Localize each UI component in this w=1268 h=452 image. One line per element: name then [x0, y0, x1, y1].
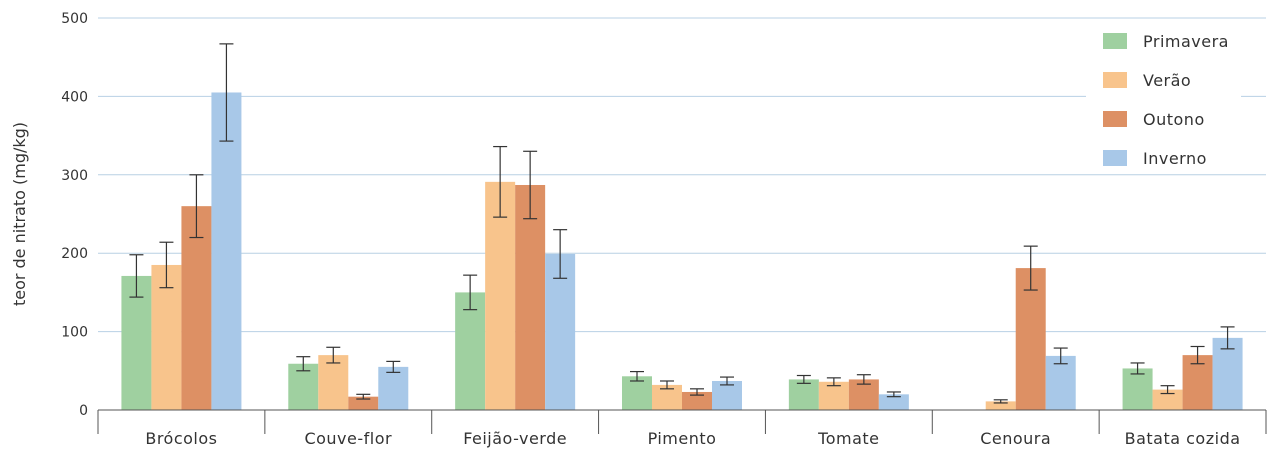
legend: Primavera Verão Outono Inverno	[1086, 24, 1241, 174]
y-tick-label: 400	[61, 89, 88, 105]
error-bar	[463, 274, 478, 311]
bar	[622, 376, 652, 410]
y-tick-label: 100	[61, 325, 88, 341]
bars	[121, 43, 1243, 410]
y-tick-label: 0	[79, 403, 88, 419]
legend-label: Outono	[1143, 110, 1205, 129]
bar	[788, 379, 819, 410]
bar	[1152, 389, 1183, 410]
bar	[288, 363, 319, 410]
error-bar	[1130, 362, 1145, 375]
bar	[878, 394, 909, 410]
gridlines	[98, 17, 1266, 333]
error-bar	[993, 399, 1008, 404]
category-label: Cenoura	[980, 429, 1051, 448]
bar	[151, 264, 182, 410]
y-tick-label: 300	[61, 168, 88, 184]
bar	[348, 396, 379, 410]
legend-label: Primavera	[1143, 32, 1229, 51]
error-bar	[630, 370, 644, 382]
y-tick-label: 500	[61, 11, 88, 27]
legend-swatch	[1103, 150, 1127, 166]
error-bar	[720, 376, 734, 386]
error-bar	[386, 360, 401, 373]
error-bar	[1190, 345, 1205, 365]
category-label: Brócolos	[145, 429, 217, 448]
bar	[318, 355, 349, 410]
bar	[985, 401, 1016, 410]
bar	[515, 184, 546, 410]
error-bar	[1023, 245, 1038, 291]
error-bar	[856, 374, 871, 385]
error-bar	[660, 380, 674, 390]
bar	[818, 381, 849, 410]
bar	[181, 206, 212, 410]
error-bar	[1053, 347, 1068, 365]
bar	[378, 366, 409, 410]
bar	[1122, 368, 1153, 410]
category-label: Feijão-verde	[463, 429, 567, 448]
error-bar	[1160, 385, 1175, 395]
y-axis-ticks: 0 100 200 300 400 500	[61, 11, 88, 419]
error-bar	[553, 229, 568, 279]
error-bar	[296, 356, 311, 372]
error-bar	[886, 391, 901, 398]
bar	[682, 391, 712, 410]
bar	[1045, 355, 1076, 410]
x-axis: Brócolos Couve-flor Feijão-verde Pimento Tom…	[97, 409, 1267, 448]
error-bar	[690, 388, 704, 396]
bar	[211, 92, 242, 410]
error-bar	[1220, 326, 1235, 350]
error-bar	[826, 377, 841, 387]
category-label: Couve-flor	[304, 429, 392, 448]
category-label: Batata cozida	[1125, 429, 1241, 448]
error-bar	[129, 254, 144, 298]
legend-label: Verão	[1143, 71, 1191, 90]
bar	[712, 380, 742, 410]
category-label: Tomate	[817, 429, 879, 448]
error-bar	[219, 43, 234, 142]
legend-swatch	[1103, 111, 1127, 127]
legend-swatch	[1103, 33, 1127, 49]
error-bar	[796, 374, 811, 384]
error-bar	[493, 145, 508, 218]
error-bar	[189, 174, 204, 239]
error-bar	[326, 346, 341, 364]
error-bar	[523, 150, 538, 220]
y-axis-title: teor de nitrato (mg/kg)	[10, 122, 29, 306]
bar	[1212, 337, 1243, 410]
category-label: Pimento	[648, 429, 717, 448]
bar	[121, 275, 152, 410]
error-bar	[159, 241, 174, 289]
bar	[1015, 268, 1046, 410]
bar	[485, 181, 516, 410]
error-bar	[356, 393, 371, 400]
bar	[545, 253, 576, 410]
bar	[455, 292, 486, 410]
legend-swatch	[1103, 72, 1127, 88]
legend-label: Inverno	[1143, 149, 1207, 168]
y-tick-label: 200	[61, 246, 88, 262]
